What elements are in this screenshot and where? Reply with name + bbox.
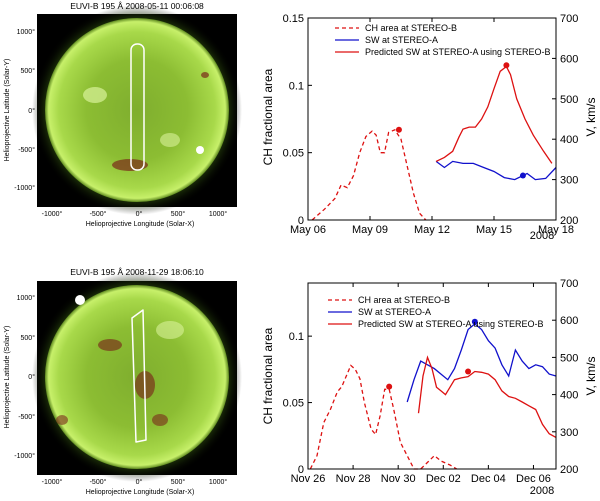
y-left-tick-label: 0 — [298, 215, 304, 227]
x-tick-label: -500° — [90, 478, 107, 486]
x-tick-label: Nov 28 — [336, 473, 371, 485]
x-tick-label: 0° — [136, 478, 143, 486]
legend-label-1: CH area at STEREO-B — [358, 295, 450, 305]
x-tick-label: -1000° — [42, 210, 63, 218]
y-left-axis-label: CH fractional area — [261, 327, 275, 424]
y-left-tick-label: 0.05 — [283, 148, 304, 160]
x-tick-label: May 15 — [476, 224, 512, 236]
coronal-hole-region — [98, 339, 122, 351]
x-tick-label: May 09 — [352, 224, 388, 236]
bright-point — [196, 146, 204, 154]
series-marker-1 — [395, 126, 402, 133]
selection-slit-2 — [131, 309, 147, 443]
y-right-tick-label: 400 — [560, 134, 578, 146]
y-right-axis-label: V, km/s — [584, 98, 598, 137]
x-tick-label: 500° — [171, 478, 186, 486]
series-line-1 — [309, 364, 458, 470]
y-tick-label: -1000° — [14, 184, 35, 192]
y-right-tick-label: 500 — [560, 352, 578, 364]
y-right-axis-label: V, km/s — [584, 357, 598, 396]
solar-image-panel-1: EUVI-B 195 Å 2008-05-11 00:06:08 -1000° … — [4, 1, 242, 228]
y-left-axis-label: CH fractional area — [261, 68, 275, 165]
image-xlabel-1: Helioprojective Longitude (Solar-X) — [86, 221, 195, 228]
bright-region — [83, 87, 107, 103]
y-left-tick-label: 0 — [298, 464, 304, 476]
y-tick-label: 0° — [28, 373, 35, 381]
series-marker-1 — [386, 383, 393, 390]
y-tick-label: -500° — [18, 146, 35, 154]
coronal-hole-region — [56, 415, 68, 425]
y-right-tick-label: 700 — [560, 278, 578, 290]
y-left-tick-label: 0.1 — [289, 331, 304, 343]
series-marker-3 — [503, 62, 510, 69]
series-line-3 — [435, 65, 553, 164]
y-right-tick-label: 600 — [560, 315, 578, 327]
series-line-2 — [435, 160, 557, 181]
y-tick-label: -1000° — [14, 452, 35, 460]
y-right-tick-label: 300 — [560, 175, 578, 187]
legend-label-3: Predicted SW at STEREO-A using STEREO-B — [358, 319, 544, 329]
x-tick-label: Dec 04 — [471, 473, 506, 485]
coronal-hole-region — [152, 414, 168, 426]
x-tick-label: Dec 06 — [516, 473, 551, 485]
y-right-tick-label: 200 — [560, 215, 578, 227]
y-right-tick-label: 700 — [560, 13, 578, 25]
y-right-tick-label: 200 — [560, 464, 578, 476]
y-tick-label: 1000° — [17, 28, 36, 36]
coronal-hole-region — [201, 72, 209, 78]
y-left-tick-label: 0.05 — [283, 398, 304, 410]
x-year-label: 2008 — [530, 485, 554, 497]
y-left-tick-label: 0.15 — [283, 13, 304, 25]
series-marker-2 — [471, 318, 478, 325]
x-tick-label: 500° — [171, 210, 186, 218]
chart-panel-2: Nov 26 Nov 28 Nov 30 Dec 02 Dec 04 Dec 062008… — [261, 278, 598, 497]
y-left-tick-label: 0.1 — [289, 80, 304, 92]
y-tick-label: 1000° — [17, 294, 36, 302]
bright-point — [75, 295, 85, 305]
x-tick-label: 1000° — [209, 210, 228, 218]
x-tick-label: -500° — [90, 210, 107, 218]
coronal-hole-region — [112, 159, 148, 171]
selection-slit-1 — [130, 43, 145, 171]
y-right-tick-label: 300 — [560, 427, 578, 439]
x-tick-label: 0° — [136, 210, 143, 218]
image-xlabel-2: Helioprojective Longitude (Solar-X) — [86, 489, 195, 496]
bright-region — [156, 321, 184, 339]
x-tick-label: May 06 — [290, 224, 326, 236]
y-tick-label: 0° — [28, 107, 35, 115]
series-marker-2 — [519, 172, 526, 179]
x-tick-label: Nov 26 — [291, 473, 326, 485]
series-line-3 — [417, 355, 557, 438]
solar-image-panel-2: EUVI-B 195 Å 2008-11-29 18:06:10 -1000° … — [4, 267, 242, 496]
x-year-label: 2008 — [530, 230, 554, 242]
sun-disk-1 — [45, 18, 229, 202]
series-marker-3 — [465, 368, 472, 375]
y-right-tick-label: 500 — [560, 94, 578, 106]
legend-label-2: SW at STEREO-A — [365, 35, 438, 45]
x-tick-label: May 18 — [538, 224, 574, 236]
y-right-tick-label: 600 — [560, 53, 578, 65]
legend-label-2: SW at STEREO-A — [358, 307, 431, 317]
image-ylabel-1: Helioprojective Latitude (Solar-Y) — [4, 59, 11, 162]
legend-label-1: CH area at STEREO-B — [365, 23, 457, 33]
y-tick-label: 500° — [21, 334, 36, 342]
y-right-tick-label: 400 — [560, 390, 578, 402]
x-tick-label: Dec 02 — [426, 473, 461, 485]
series-line-1 — [311, 128, 427, 221]
y-tick-label: -500° — [18, 413, 35, 421]
x-tick-label: Nov 30 — [381, 473, 416, 485]
y-tick-label: 500° — [21, 67, 36, 75]
legend-label-3: Predicted SW at STEREO-A using STEREO-B — [365, 47, 551, 57]
image-title-2: EUVI-B 195 Å 2008-11-29 18:06:10 — [70, 267, 204, 277]
plot-frame — [307, 282, 557, 470]
bright-region — [160, 133, 180, 147]
x-tick-label: May 12 — [414, 224, 450, 236]
x-tick-label: -1000° — [42, 478, 63, 486]
image-ylabel-2: Helioprojective Latitude (Solar-Y) — [4, 326, 11, 429]
x-tick-label: 1000° — [209, 478, 228, 486]
